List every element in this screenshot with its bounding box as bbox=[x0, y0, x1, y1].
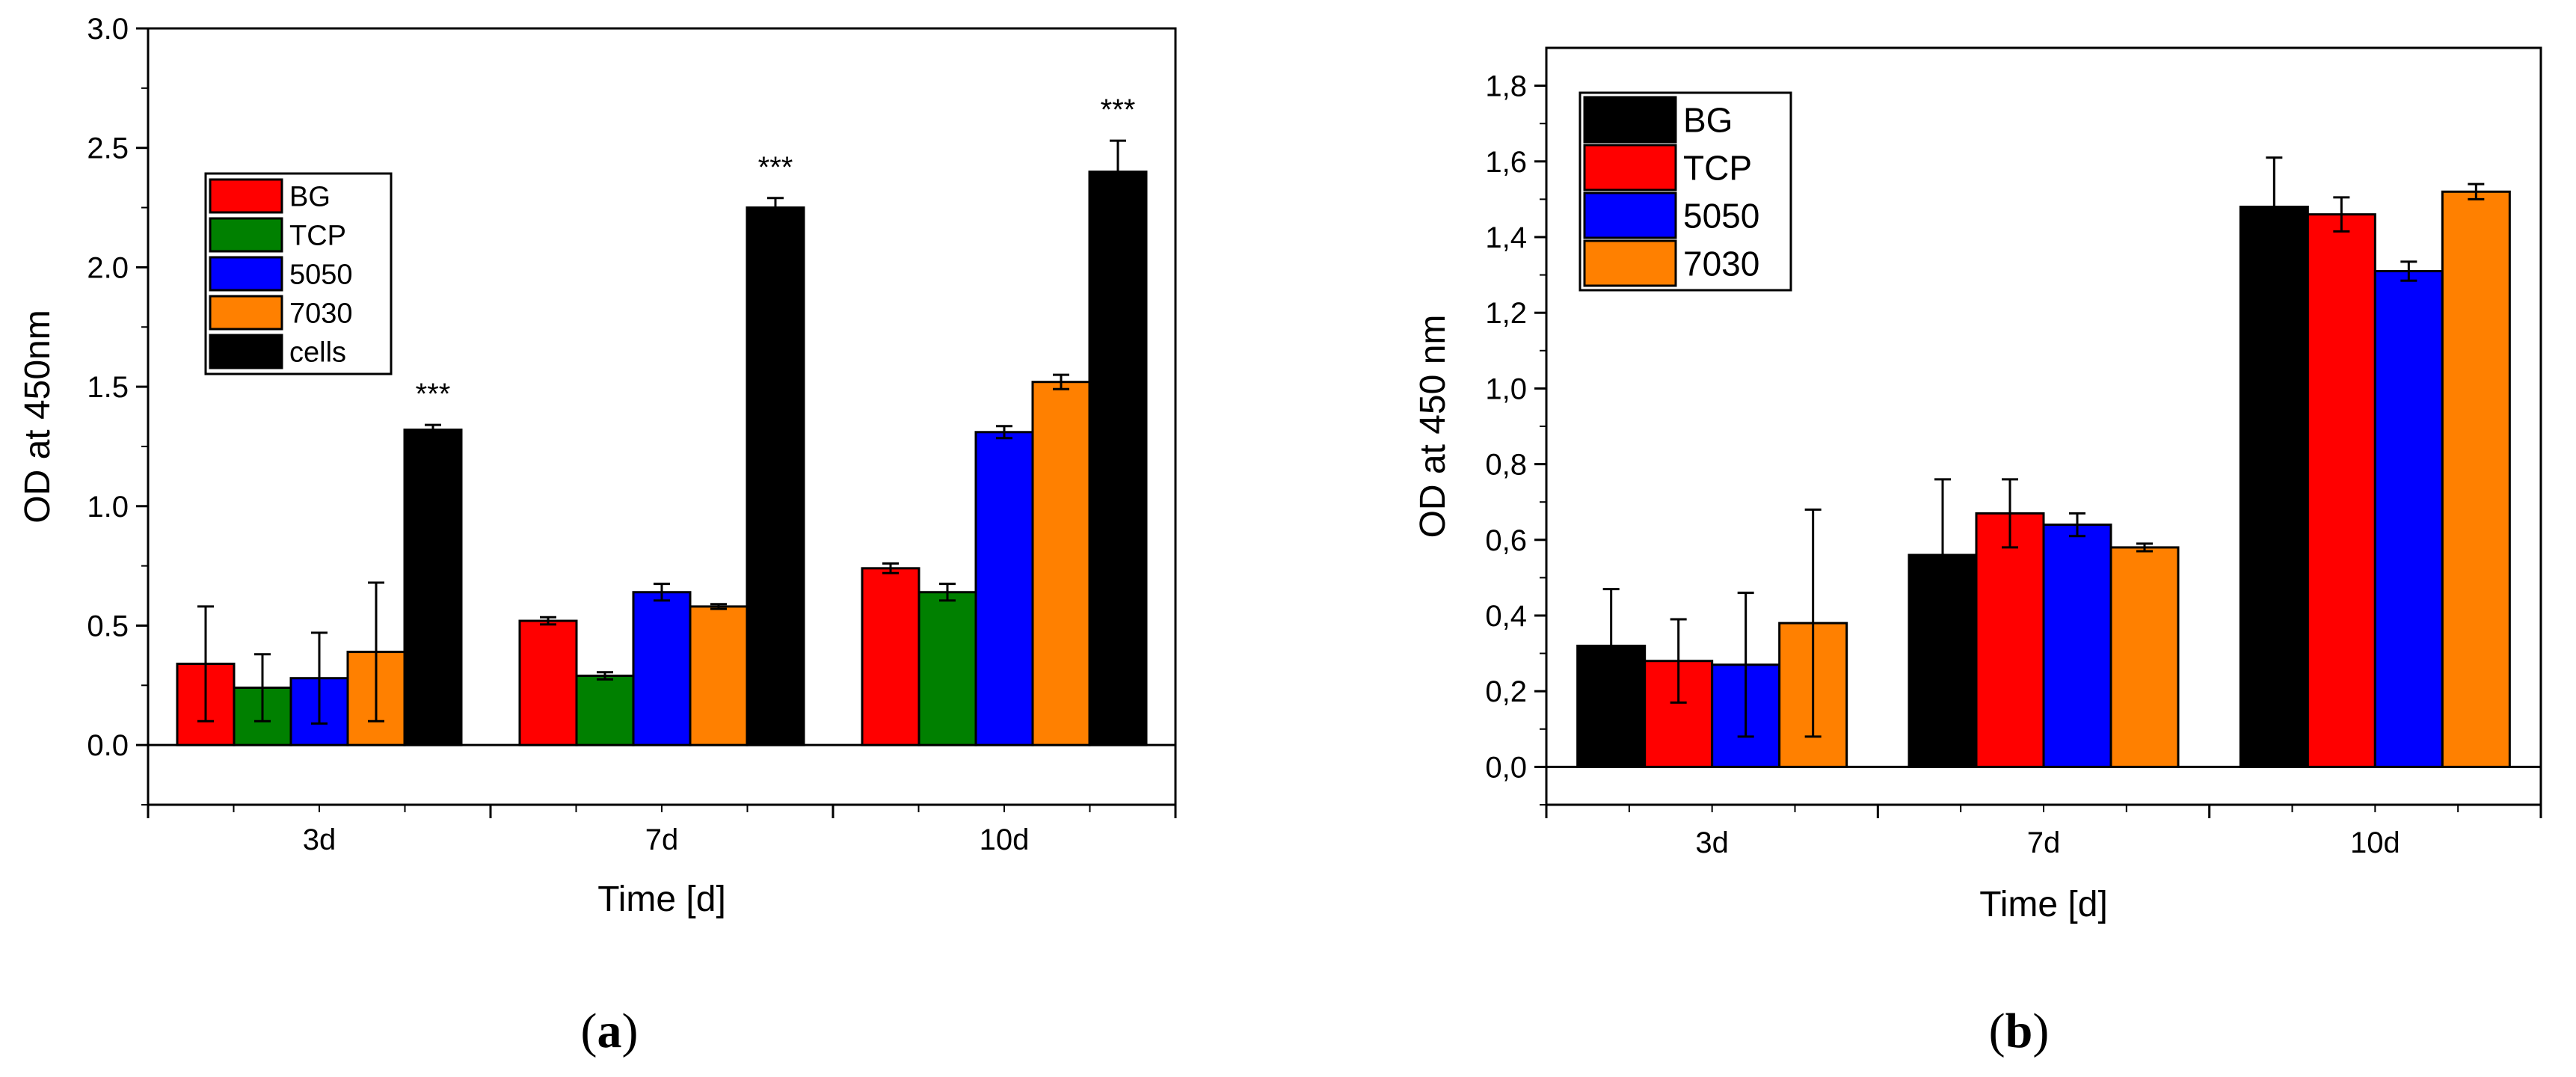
y-axis-title: OD at 450 nm bbox=[1413, 315, 1453, 538]
y-tick-label: 0,2 bbox=[1485, 675, 1527, 708]
y-tick-label: 1,4 bbox=[1485, 221, 1527, 254]
x-tick-label: 7d bbox=[2027, 826, 2061, 859]
bar-5050-10d bbox=[2373, 270, 2444, 768]
significance-marker: *** bbox=[1101, 93, 1136, 126]
legend-swatch bbox=[209, 217, 283, 253]
legend-swatch bbox=[209, 295, 283, 331]
significance-marker: *** bbox=[416, 378, 451, 411]
bar-tcp-10d bbox=[917, 591, 977, 746]
legend-swatch bbox=[1583, 191, 1677, 239]
panel-label: (a) bbox=[581, 1004, 639, 1058]
bar-5050-7d bbox=[632, 591, 692, 746]
bar-cells-3d bbox=[403, 429, 463, 746]
y-tick-label: 1,8 bbox=[1485, 70, 1527, 103]
significance-marker: *** bbox=[758, 151, 793, 184]
x-tick-label: 10d bbox=[2350, 826, 2400, 859]
legend-label: BG bbox=[289, 182, 331, 213]
legend-label: TCP bbox=[1683, 149, 1752, 188]
chart-a: 0.0 0.5 1.0 1.5 2.0 2.5 3.0 3d 7d 10d *** *** *** BG T… bbox=[18, 13, 1177, 1058]
chart-b: 0,0 0,2 0,4 0,6 0,8 1,0 1,2 1,4 1,6 1,8 3d 7d 10d BG T… bbox=[1413, 46, 2542, 1058]
panel-letter: a bbox=[597, 1004, 622, 1058]
bar-5050-7d bbox=[2042, 524, 2112, 768]
bar-7030-10d bbox=[2441, 190, 2511, 768]
y-tick-label: 1,2 bbox=[1485, 297, 1527, 330]
x-axis-title: Time [d] bbox=[1979, 885, 2108, 924]
y-tick-label: 0,8 bbox=[1485, 449, 1527, 482]
y-tick-label: 1,0 bbox=[1485, 372, 1527, 405]
x-tick-label: 7d bbox=[645, 823, 679, 856]
x-tick-label: 10d bbox=[980, 823, 1030, 856]
y-tick-label: 0,6 bbox=[1485, 524, 1527, 557]
legend-swatch bbox=[209, 334, 283, 369]
legend-swatch bbox=[209, 178, 283, 214]
bar-bg-10d bbox=[2239, 206, 2309, 768]
legend-swatch bbox=[209, 256, 283, 292]
y-tick-label: 0.5 bbox=[87, 610, 129, 642]
bar-bg-10d bbox=[861, 567, 920, 746]
legend-swatch bbox=[1583, 96, 1677, 144]
y-tick-label: 2.5 bbox=[87, 132, 129, 165]
x-axis-title: Time [d] bbox=[597, 880, 726, 919]
y-tick-label: 0.0 bbox=[87, 729, 129, 762]
bar-tcp-10d bbox=[2306, 213, 2376, 768]
legend-label: 7030 bbox=[289, 298, 353, 330]
y-axis-title: OD at 450nm bbox=[18, 310, 58, 523]
panel-letter: b bbox=[2005, 1004, 2033, 1058]
y-tick-label: 2.0 bbox=[87, 251, 129, 284]
panel-label: (b) bbox=[1989, 1004, 2050, 1058]
bar-7030-10d bbox=[1031, 381, 1091, 746]
legend-swatch bbox=[1583, 239, 1677, 287]
bar-7030-7d bbox=[2109, 546, 2180, 768]
y-tick-label: 1.0 bbox=[87, 491, 129, 524]
bar-cells-7d bbox=[746, 206, 805, 746]
y-tick-label: 1.5 bbox=[87, 371, 129, 404]
legend-label: TCP bbox=[289, 221, 346, 252]
y-tick-label: 1,6 bbox=[1485, 146, 1527, 179]
legend-swatch bbox=[1583, 144, 1677, 191]
x-tick-label: 3d bbox=[1695, 826, 1729, 859]
y-tick-label: 0,4 bbox=[1485, 600, 1527, 633]
x-tick-label: 3d bbox=[303, 823, 336, 856]
legend-label: 5050 bbox=[1683, 197, 1759, 236]
legend-label: cells bbox=[289, 337, 346, 369]
bar-tcp-7d bbox=[1975, 512, 2045, 768]
y-tick-label: 3.0 bbox=[87, 13, 129, 46]
bar-tcp-7d bbox=[575, 675, 635, 746]
bar-bg-7d bbox=[518, 619, 578, 746]
y-tick-label: 0,0 bbox=[1485, 751, 1527, 784]
legend-label: BG bbox=[1683, 101, 1733, 140]
bar-7030-7d bbox=[689, 605, 748, 746]
legend-label: 5050 bbox=[289, 260, 353, 291]
bar-5050-10d bbox=[974, 431, 1034, 746]
legend-label: 7030 bbox=[1683, 245, 1759, 283]
bar-cells-10d bbox=[1088, 171, 1148, 746]
